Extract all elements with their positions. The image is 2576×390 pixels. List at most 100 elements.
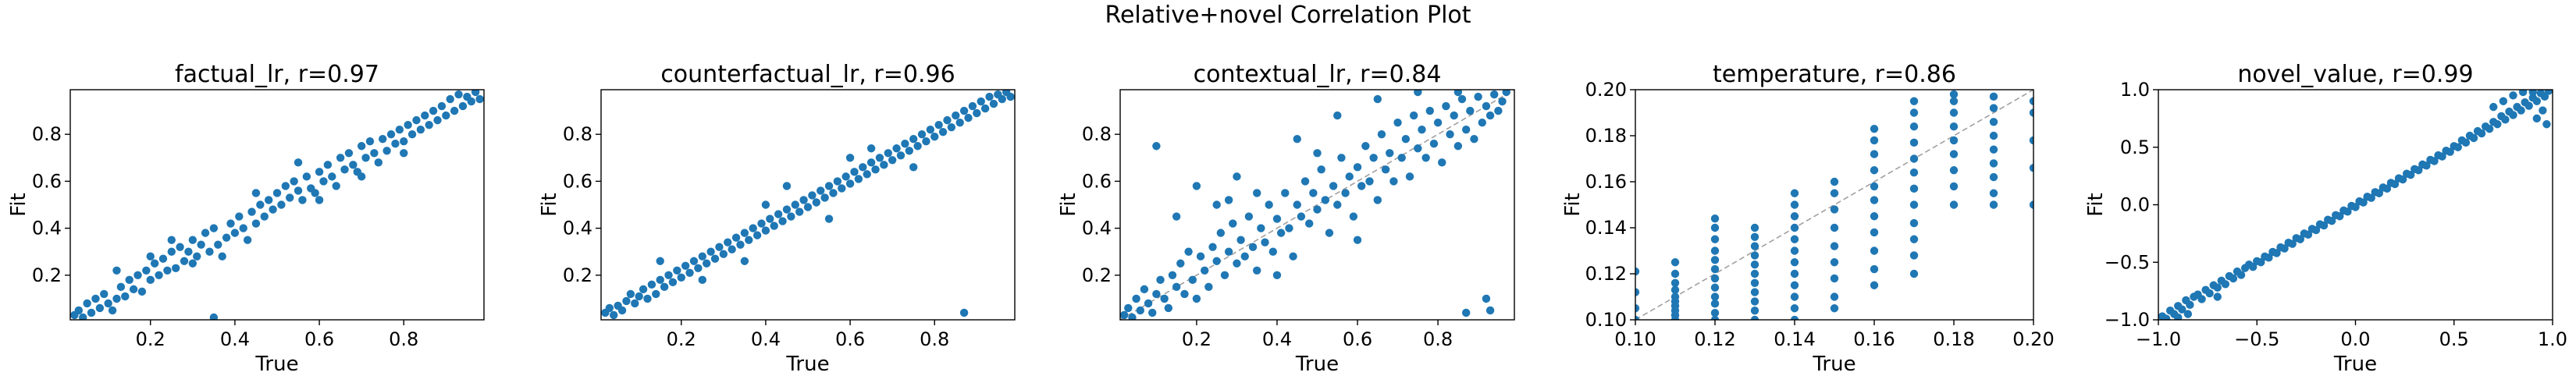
data-point (1989, 145, 1998, 154)
data-point (1257, 224, 1265, 232)
data-point (74, 306, 84, 315)
data-point (1180, 289, 1189, 299)
data-point (116, 282, 126, 292)
data-point (710, 254, 720, 263)
data-point (281, 182, 290, 190)
data-point (1790, 235, 1799, 243)
data-point (163, 266, 172, 275)
data-point (985, 92, 994, 101)
data-point (1433, 118, 1443, 127)
data-point (1710, 292, 1720, 301)
data-point (1192, 182, 1201, 190)
data-point (158, 254, 168, 263)
data-point (1229, 219, 1237, 228)
data-point (1128, 313, 1137, 320)
data-point (1317, 165, 1325, 174)
data-point (2288, 239, 2297, 248)
data-point (1790, 281, 1799, 289)
data-point (1710, 300, 1720, 308)
data-point (328, 172, 336, 181)
data-point (395, 125, 404, 134)
x-tick-label: 0.6 (304, 328, 334, 350)
data-point (2446, 147, 2454, 156)
data-point (1830, 177, 1839, 186)
data-point (698, 252, 706, 261)
subplot-2: 0.2 0.4 0.6 0.8 0.2 0.4 0.6 0.8 counterfactual_l… (538, 61, 1016, 376)
data-point (2249, 262, 2258, 271)
data-point (677, 273, 685, 282)
data-point (230, 229, 240, 237)
data-point (1909, 200, 1919, 209)
data-point (294, 186, 303, 195)
data-point (104, 299, 112, 308)
data-point (2205, 289, 2214, 298)
data-point (728, 245, 736, 254)
data-point (664, 271, 673, 280)
data-point (845, 154, 855, 162)
data-point (1830, 274, 1839, 283)
data-point (791, 200, 799, 209)
x-tick-label: 0.4 (1262, 328, 1292, 350)
data-point (1485, 306, 1495, 315)
data-point (782, 205, 792, 214)
data-point (2382, 184, 2392, 193)
data-point (1212, 200, 1221, 209)
scatter-points (1120, 90, 1510, 320)
data-point (880, 161, 888, 169)
data-point (298, 196, 307, 204)
data-point (2304, 230, 2313, 239)
data-point (656, 275, 664, 285)
data-point (1710, 308, 1720, 317)
data-point (922, 137, 930, 146)
scatter-points (1635, 90, 2033, 320)
data-point (1870, 166, 1879, 175)
y-axis-label: Fit (7, 193, 30, 216)
y-tick-label: 0.6 (32, 170, 62, 192)
data-point (2029, 200, 2033, 209)
data-point (1421, 154, 1430, 162)
data-point (2542, 120, 2551, 129)
data-point (1389, 177, 1398, 186)
x-axis-label: True (254, 353, 298, 376)
x-tick-label: 1.0 (2538, 328, 2567, 350)
data-point (1635, 304, 1640, 313)
data-point (1409, 111, 1418, 120)
data-point (964, 113, 973, 122)
data-point (833, 177, 842, 186)
data-point (1870, 212, 1879, 221)
data-point (1909, 154, 1919, 163)
data-point (1490, 90, 1499, 99)
data-point (112, 266, 121, 275)
data-point (125, 275, 133, 285)
data-point (1276, 229, 1286, 237)
data-point (1502, 90, 1510, 97)
data-point (1261, 238, 1269, 246)
data-point (1989, 92, 1998, 101)
subplot-title: contextual_lr, r=0.84 (1194, 61, 1442, 88)
data-point (689, 257, 699, 265)
data-point (361, 154, 370, 162)
data-point (1236, 236, 1245, 244)
y-tick-label: 1.0 (2120, 79, 2150, 101)
data-point (319, 177, 328, 186)
data-point (112, 294, 121, 303)
y-tick-label: 0.0 (2120, 194, 2150, 216)
y-tick-label: 0.2 (32, 264, 62, 286)
data-point (243, 236, 252, 244)
data-point (1160, 294, 1169, 303)
data-point (197, 240, 205, 249)
data-point (272, 189, 282, 197)
data-point (2029, 164, 2033, 172)
data-point (934, 120, 943, 129)
data-point (2280, 244, 2289, 253)
data-point (854, 175, 863, 183)
data-point (875, 154, 884, 162)
data-point (866, 144, 876, 153)
data-point (188, 259, 197, 268)
data-point (706, 247, 715, 256)
data-point (1949, 136, 1959, 145)
data-point (778, 217, 787, 225)
y-axis-label: Fit (538, 193, 561, 216)
subplot-title: counterfactual_lr, r=0.96 (660, 61, 955, 88)
